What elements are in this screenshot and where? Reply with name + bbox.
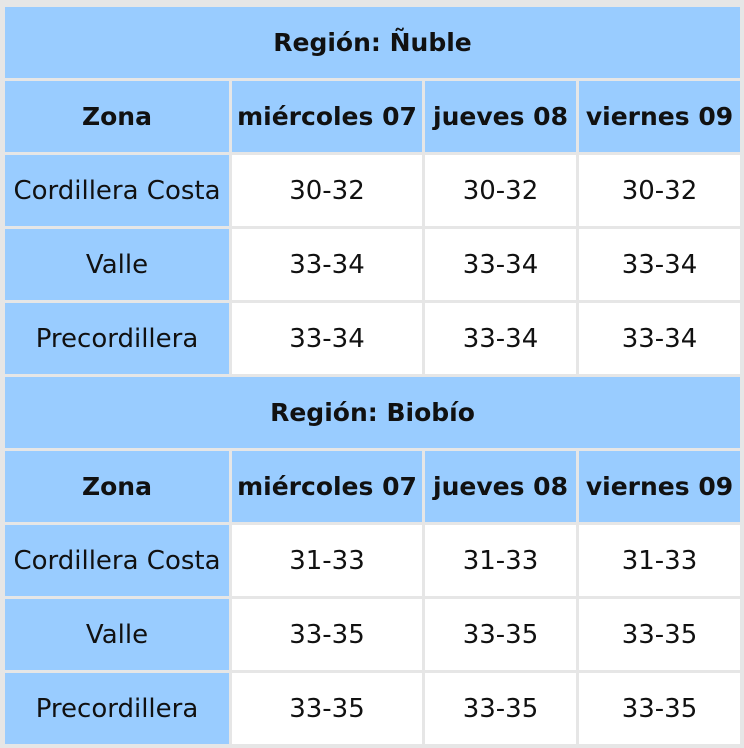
table-row: Precordillera 33-34 33-34 33-34 — [5, 303, 740, 374]
temperature-range: 33-34 — [425, 229, 576, 300]
temperature-range: 33-35 — [425, 599, 576, 670]
region-title-row: Región: Biobío — [5, 377, 740, 448]
column-header-row: Zona miércoles 07 jueves 08 viernes 09 — [5, 81, 740, 152]
column-header-day: miércoles 07 — [232, 81, 422, 152]
zone-label: Valle — [5, 599, 229, 670]
zone-label: Precordillera — [5, 673, 229, 744]
temperature-range: 30-32 — [232, 155, 422, 226]
region-title: Región: Ñuble — [5, 7, 740, 78]
forecast-table: Región: Ñuble Zona miércoles 07 jueves 0… — [2, 4, 743, 747]
temperature-range: 33-34 — [579, 303, 740, 374]
zone-label: Precordillera — [5, 303, 229, 374]
temperature-range: 33-34 — [232, 229, 422, 300]
temperature-range: 30-32 — [425, 155, 576, 226]
region-title: Región: Biobío — [5, 377, 740, 448]
temperature-range: 33-35 — [579, 599, 740, 670]
column-header-zona: Zona — [5, 451, 229, 522]
table-row: Cordillera Costa 30-32 30-32 30-32 — [5, 155, 740, 226]
temperature-range: 33-35 — [579, 673, 740, 744]
temperature-range: 31-33 — [425, 525, 576, 596]
zone-label: Cordillera Costa — [5, 525, 229, 596]
column-header-row: Zona miércoles 07 jueves 08 viernes 09 — [5, 451, 740, 522]
zone-label: Cordillera Costa — [5, 155, 229, 226]
zone-label: Valle — [5, 229, 229, 300]
temperature-range: 33-35 — [232, 673, 422, 744]
column-header-day: viernes 09 — [579, 81, 740, 152]
column-header-day: jueves 08 — [425, 81, 576, 152]
column-header-day: viernes 09 — [579, 451, 740, 522]
table-row: Precordillera 33-35 33-35 33-35 — [5, 673, 740, 744]
region-title-row: Región: Ñuble — [5, 7, 740, 78]
temperature-range: 31-33 — [232, 525, 422, 596]
column-header-zona: Zona — [5, 81, 229, 152]
column-header-day: miércoles 07 — [232, 451, 422, 522]
temperature-range: 33-35 — [425, 673, 576, 744]
temperature-range: 31-33 — [579, 525, 740, 596]
temperature-range: 30-32 — [579, 155, 740, 226]
table-row: Valle 33-35 33-35 33-35 — [5, 599, 740, 670]
temperature-range: 33-34 — [232, 303, 422, 374]
temperature-range: 33-34 — [579, 229, 740, 300]
table-row: Cordillera Costa 31-33 31-33 31-33 — [5, 525, 740, 596]
table-row: Valle 33-34 33-34 33-34 — [5, 229, 740, 300]
column-header-day: jueves 08 — [425, 451, 576, 522]
temperature-range: 33-35 — [232, 599, 422, 670]
temperature-range: 33-34 — [425, 303, 576, 374]
